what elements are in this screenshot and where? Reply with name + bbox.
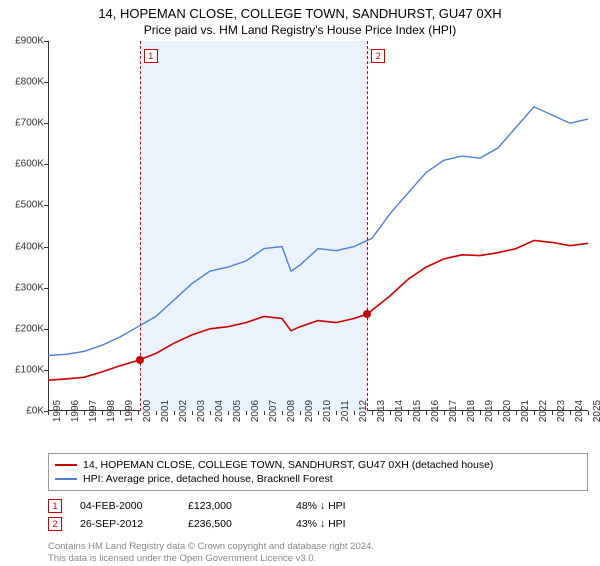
event-vline xyxy=(367,41,368,411)
legend-label: 14, HOPEMAN CLOSE, COLLEGE TOWN, SANDHUR… xyxy=(83,459,493,471)
legend-item: HPI: Average price, detached house, Brac… xyxy=(55,472,581,486)
event-dot xyxy=(363,310,371,318)
event-delta: 43% ↓ HPI xyxy=(296,518,386,530)
event-date: 04-FEB-2000 xyxy=(80,500,170,512)
event-date: 26-SEP-2012 xyxy=(80,518,170,530)
legend-label: HPI: Average price, detached house, Brac… xyxy=(83,473,333,485)
event-marker: 1 xyxy=(48,499,62,513)
chart-lines xyxy=(48,41,588,411)
event-marker-on-chart: 1 xyxy=(144,49,158,63)
event-marker-on-chart: 2 xyxy=(371,49,385,63)
event-marker-num: 1 xyxy=(52,501,57,511)
event-marker-num: 2 xyxy=(52,519,57,529)
x-tick-label: 2025 xyxy=(588,400,600,422)
chart-title: 14, HOPEMAN CLOSE, COLLEGE TOWN, SANDHUR… xyxy=(0,0,600,21)
event-delta: 48% ↓ HPI xyxy=(296,500,386,512)
event-marker: 2 xyxy=(48,517,62,531)
legend: 14, HOPEMAN CLOSE, COLLEGE TOWN, SANDHUR… xyxy=(48,453,588,491)
event-table: 1 04-FEB-2000 £123,000 48% ↓ HPI 2 26-SE… xyxy=(48,497,588,533)
event-price: £236,500 xyxy=(188,518,278,530)
event-dot xyxy=(136,356,144,364)
chart-subtitle: Price paid vs. HM Land Registry's House … xyxy=(0,21,600,41)
series-hpi xyxy=(48,107,588,356)
legend-item: 14, HOPEMAN CLOSE, COLLEGE TOWN, SANDHUR… xyxy=(55,458,581,472)
series-property xyxy=(48,240,588,380)
event-row: 1 04-FEB-2000 £123,000 48% ↓ HPI xyxy=(48,497,588,515)
event-price: £123,000 xyxy=(188,500,278,512)
chart-area: £0K£100K£200K£300K£400K£500K£600K£700K£8… xyxy=(48,41,588,411)
footnote-line: Contains HM Land Registry data © Crown c… xyxy=(48,541,588,553)
legend-swatch xyxy=(55,464,77,466)
legend-swatch xyxy=(55,478,77,480)
footnote: Contains HM Land Registry data © Crown c… xyxy=(48,541,588,566)
event-row: 2 26-SEP-2012 £236,500 43% ↓ HPI xyxy=(48,515,588,533)
